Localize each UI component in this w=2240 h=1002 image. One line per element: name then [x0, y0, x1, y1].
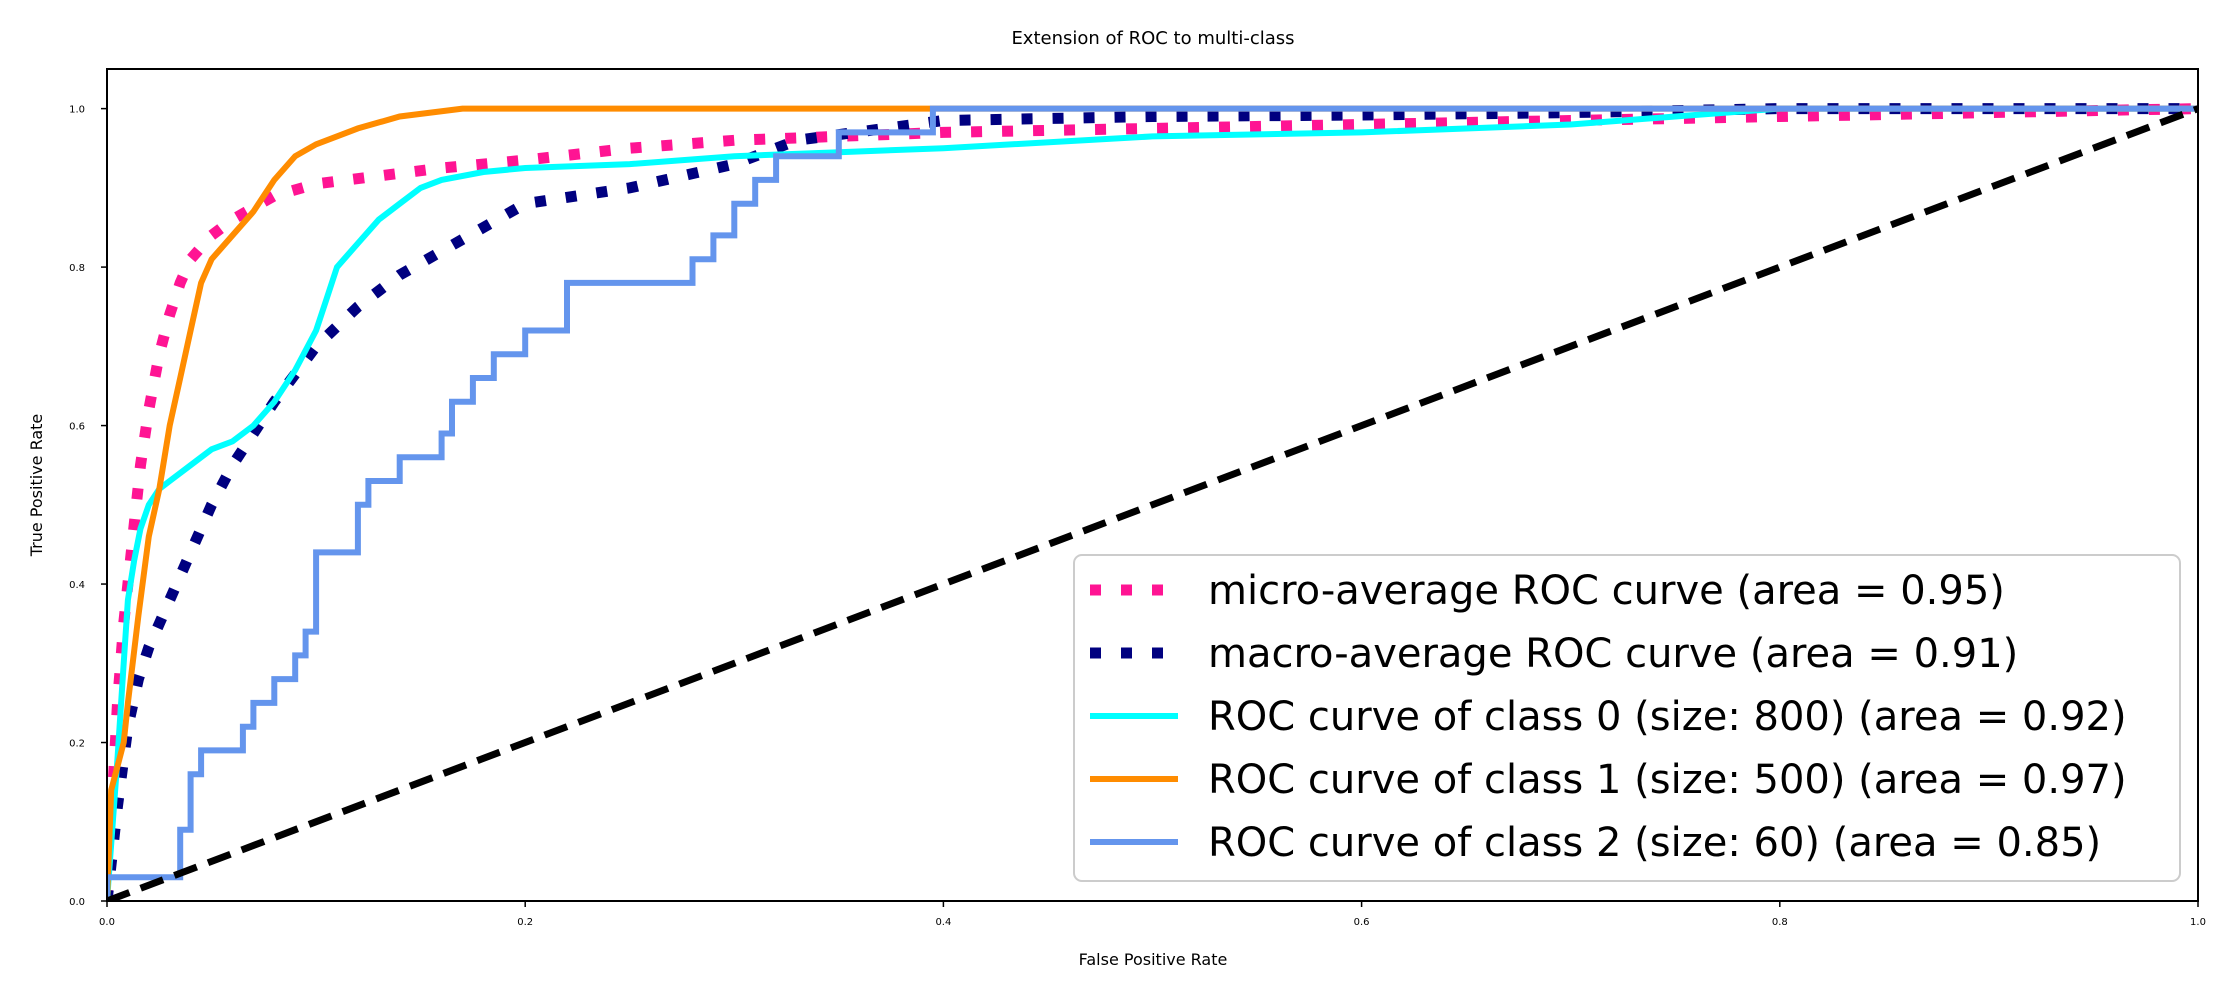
- chance-diagonal-line: [107, 105, 2198, 901]
- x-axis-label: False Positive Rate: [1079, 950, 1228, 969]
- x-tick-label: 1.0: [2190, 917, 2206, 928]
- legend-label: ROC curve of class 0 (size: 800) (area =…: [1208, 694, 2127, 740]
- plot-frame: [106, 68, 2199, 902]
- x-tick-label: 0.0: [99, 917, 115, 928]
- y-tick-label: 1.0: [69, 105, 85, 116]
- y-axis-label: True Positive Rate: [27, 414, 46, 558]
- series-line-3: [107, 105, 2198, 901]
- series-line-2: [107, 105, 2198, 901]
- legend-box: [1073, 554, 2181, 882]
- x-axis-ticks: 0.0 0.2 0.4 0.6 0.8 1.0: [99, 901, 2206, 928]
- y-tick-label: 0.6: [69, 422, 85, 433]
- x-tick-label: 0.2: [517, 917, 533, 928]
- y-tick-label: 0.8: [69, 263, 85, 274]
- chart-title: Extension of ROC to multi-class: [1011, 28, 1294, 49]
- x-tick-label: 0.8: [1772, 917, 1788, 928]
- series-line-4: [107, 105, 2198, 901]
- y-tick-label: 0.2: [69, 739, 85, 750]
- series-line-1: [107, 103, 2198, 901]
- plot-area: [106, 68, 2199, 902]
- x-tick-label: 0.6: [1354, 917, 1370, 928]
- y-tick-label: 0.4: [69, 580, 85, 591]
- series-layer: [107, 103, 2198, 901]
- x-tick-label: 0.4: [935, 917, 951, 928]
- legend-label: ROC curve of class 1 (size: 500) (area =…: [1208, 757, 2127, 803]
- legend-label: micro-average ROC curve (area = 0.95): [1208, 568, 2005, 614]
- y-axis-ticks: 0.0 0.2 0.4 0.6 0.8 1.0: [69, 105, 107, 908]
- series-line-0: [107, 103, 2198, 901]
- y-tick-label: 0.0: [69, 897, 85, 908]
- legend-label: ROC curve of class 2 (size: 60) (area = …: [1208, 820, 2101, 866]
- legend-label: macro-average ROC curve (area = 0.91): [1208, 631, 2018, 677]
- legend: micro-average ROC curve (area = 0.95) mac…: [1073, 554, 2181, 882]
